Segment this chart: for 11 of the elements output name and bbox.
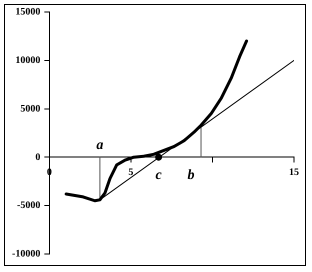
annotation: a [96,138,104,153]
y-tick-label: 5000 [20,103,40,114]
y-tick-label: 15000 [15,6,40,18]
y-tick-label: -5000 [16,200,40,212]
x-tick-label: 5 [128,166,134,178]
x-tick-label: 15 [289,166,299,178]
y-tick-label: -10000 [12,248,40,260]
annotation: b [188,168,195,183]
y-tick-label: 0 [35,152,40,163]
annotation: c [156,168,163,183]
y-tick-label: 10000 [15,54,40,66]
